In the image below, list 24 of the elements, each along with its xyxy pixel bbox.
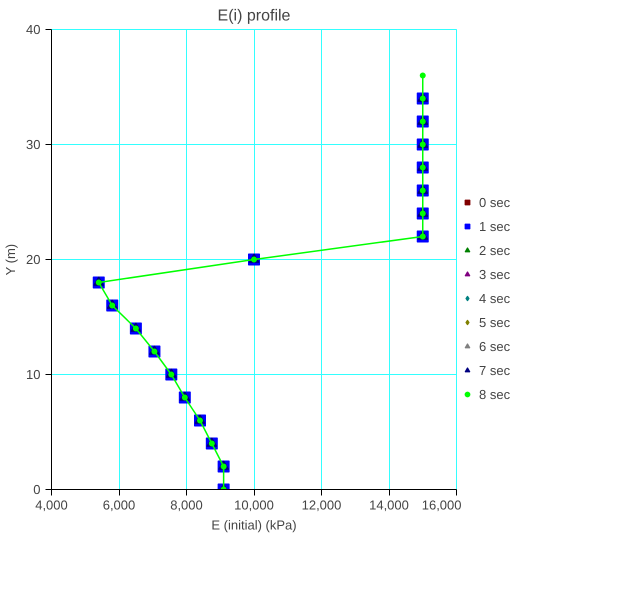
x-axis-title: E (initial) (kPa) bbox=[211, 518, 297, 532]
y-tick-label: 30 bbox=[26, 137, 41, 152]
legend-label: 1 sec bbox=[479, 218, 512, 234]
legend-label: 5 sec bbox=[479, 314, 512, 330]
legend-label: 0 sec bbox=[479, 194, 512, 210]
y-tick-label: 20 bbox=[26, 252, 41, 267]
x-tick-label: 4,000 bbox=[35, 498, 68, 512]
y-axis-title: Y (m) bbox=[3, 244, 18, 276]
x-tick-label: 12,000 bbox=[302, 498, 342, 512]
x-tick-label: 14,000 bbox=[369, 498, 409, 512]
legend-label: 8 sec bbox=[479, 386, 512, 402]
legend-label: 2 sec bbox=[479, 242, 512, 258]
y-tick-label: 40 bbox=[26, 22, 41, 37]
y-tick-label: 0 bbox=[33, 482, 41, 497]
chart-title: E(i) profile bbox=[218, 8, 291, 24]
legend-label: 6 sec bbox=[479, 338, 512, 354]
legend-label: 3 sec bbox=[479, 266, 512, 282]
x-tick-label: 6,000 bbox=[102, 498, 136, 512]
x-tick-label: 10,000 bbox=[234, 498, 274, 512]
legend-label: 7 sec bbox=[479, 362, 512, 378]
y-tick-label: 10 bbox=[26, 367, 41, 382]
legend-label: 4 sec bbox=[479, 290, 512, 306]
x-tick-label: 8,000 bbox=[170, 498, 203, 512]
x-tick-label: 16,000 bbox=[422, 498, 462, 512]
